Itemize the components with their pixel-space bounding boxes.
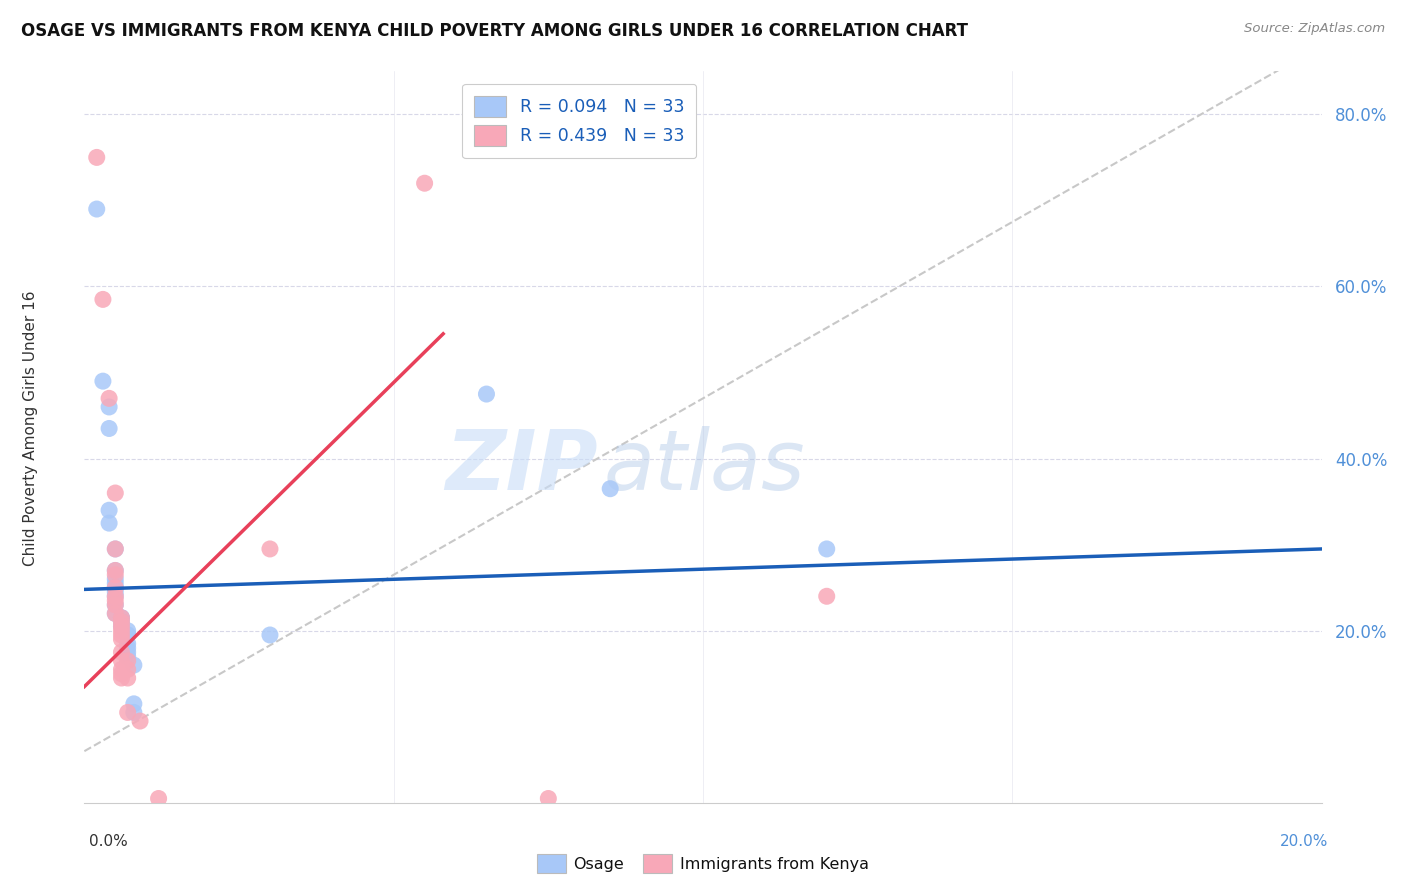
Point [122, 697, 145, 711]
Point [148, 791, 170, 805]
Legend: R = 0.094   N = 33, R = 0.439   N = 33: R = 0.094 N = 33, R = 0.439 N = 33 [463, 84, 696, 158]
Point [117, 649, 139, 664]
Point [98, 392, 121, 406]
Point [117, 628, 139, 642]
Point [110, 671, 132, 685]
Point [104, 598, 127, 612]
Point [117, 624, 139, 638]
Point [104, 593, 127, 607]
Point [104, 589, 127, 603]
Point [117, 706, 139, 720]
Point [815, 589, 838, 603]
Point [110, 615, 132, 629]
Text: atlas: atlas [605, 425, 806, 507]
Point [537, 791, 560, 805]
Point [117, 628, 139, 642]
Point [104, 541, 127, 556]
Text: 20.0%: 20.0% [1281, 834, 1329, 849]
Point [86, 202, 108, 216]
Point [104, 541, 127, 556]
Point [110, 624, 132, 638]
Point [110, 645, 132, 659]
Text: Child Poverty Among Girls Under 16: Child Poverty Among Girls Under 16 [24, 291, 38, 566]
Point [110, 632, 132, 647]
Text: ZIP: ZIP [446, 425, 598, 507]
Point [110, 666, 132, 681]
Point [110, 662, 132, 676]
Point [104, 576, 127, 591]
Text: OSAGE VS IMMIGRANTS FROM KENYA CHILD POVERTY AMONG GIRLS UNDER 16 CORRELATION CH: OSAGE VS IMMIGRANTS FROM KENYA CHILD POV… [21, 22, 969, 40]
Point [110, 654, 132, 668]
Point [104, 581, 127, 595]
Point [104, 607, 127, 621]
Point [122, 706, 145, 720]
Point [91, 374, 114, 388]
Legend: Osage, Immigrants from Kenya: Osage, Immigrants from Kenya [530, 847, 876, 880]
Point [117, 640, 139, 655]
Point [815, 541, 838, 556]
Point [104, 486, 127, 500]
Point [117, 671, 139, 685]
Point [98, 421, 121, 435]
Point [259, 541, 281, 556]
Point [98, 400, 121, 414]
Point [117, 654, 139, 668]
Point [98, 503, 121, 517]
Point [413, 176, 436, 190]
Point [104, 607, 127, 621]
Point [104, 572, 127, 586]
Point [104, 598, 127, 612]
Text: Source: ZipAtlas.com: Source: ZipAtlas.com [1244, 22, 1385, 36]
Point [475, 387, 498, 401]
Point [104, 564, 127, 578]
Point [117, 637, 139, 651]
Point [110, 611, 132, 625]
Point [98, 516, 121, 530]
Point [110, 611, 132, 625]
Point [110, 619, 132, 633]
Point [104, 589, 127, 603]
Point [117, 662, 139, 676]
Point [129, 714, 152, 728]
Point [259, 628, 281, 642]
Point [104, 564, 127, 578]
Point [86, 150, 108, 164]
Point [104, 567, 127, 582]
Point [110, 615, 132, 629]
Point [104, 581, 127, 595]
Point [110, 628, 132, 642]
Point [122, 658, 145, 673]
Point [599, 482, 621, 496]
Text: 0.0%: 0.0% [89, 834, 128, 849]
Point [104, 585, 127, 599]
Point [117, 645, 139, 659]
Point [110, 611, 132, 625]
Point [91, 293, 114, 307]
Point [110, 619, 132, 633]
